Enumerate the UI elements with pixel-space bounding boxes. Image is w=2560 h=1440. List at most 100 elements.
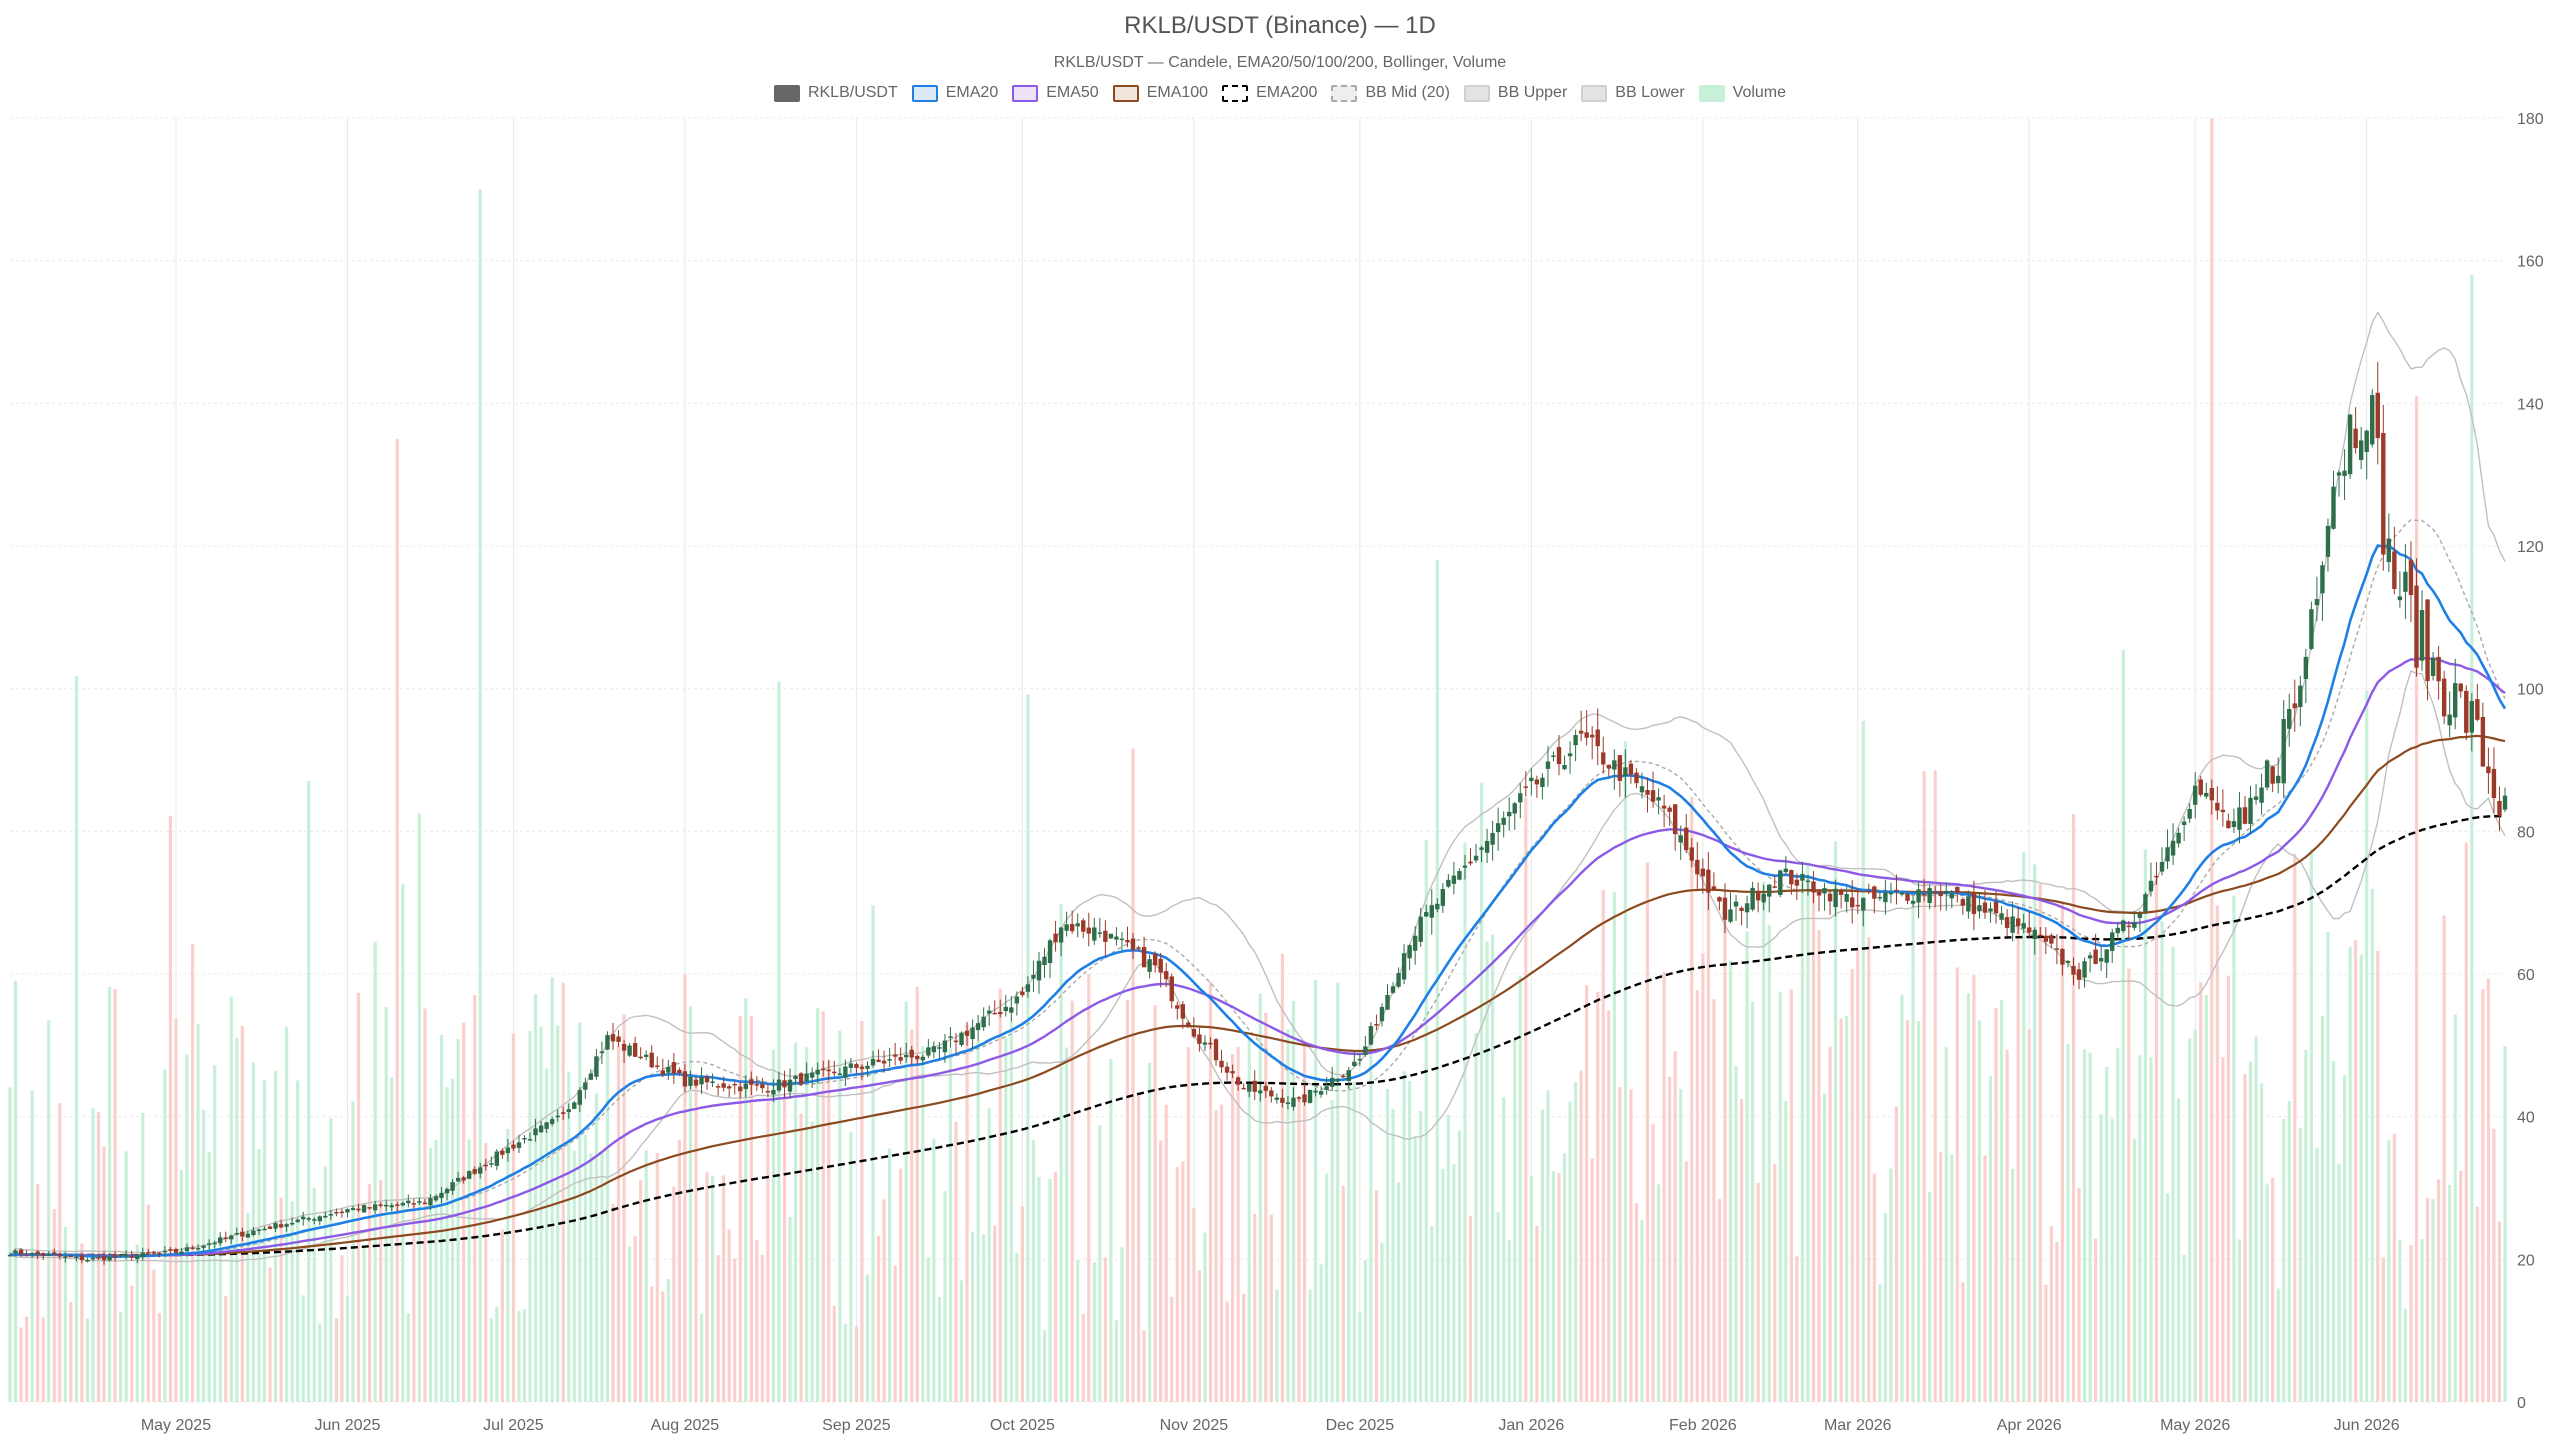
candle-body	[992, 1012, 997, 1015]
candle-body	[760, 1084, 765, 1089]
volume-bar	[2259, 1083, 2264, 1402]
volume-bar	[1894, 1106, 1899, 1402]
candle	[489, 1156, 494, 1168]
candle-body	[2275, 775, 2281, 784]
candle	[848, 1057, 854, 1073]
candle-body	[1927, 887, 1932, 903]
volume-bar	[1037, 1177, 1041, 1402]
y-tick-label: 20	[2517, 1252, 2535, 1269]
volume-bar	[1590, 1158, 1594, 1402]
volume-bar	[2110, 1118, 2114, 1402]
legend-item[interactable]: BB Upper	[1463, 84, 1567, 102]
candle	[2076, 962, 2082, 990]
candle-body	[1235, 1077, 1241, 1085]
volume-bar	[622, 1014, 626, 1402]
candle-body	[1573, 735, 1578, 746]
candle-layer	[7, 361, 2508, 1265]
candle	[1341, 1073, 1346, 1078]
candle-body	[572, 1102, 577, 1109]
volume-bar	[1723, 901, 1727, 1402]
candle-body	[1047, 940, 1053, 964]
candle-body	[1595, 729, 1600, 747]
legend-item[interactable]: EMA50	[1012, 84, 1099, 102]
volume-bar	[2071, 813, 2076, 1402]
candle-body	[68, 1255, 74, 1258]
candle-body	[1457, 871, 1462, 880]
candle	[1009, 995, 1014, 1022]
volume-bar	[2354, 940, 2358, 1402]
volume-bar	[683, 974, 687, 1402]
candle-body	[2226, 820, 2231, 829]
candle-body	[1451, 875, 1457, 884]
candle-body	[1014, 996, 1020, 1004]
candle	[1263, 1081, 1268, 1099]
volume-bar	[80, 1243, 84, 1402]
candle	[616, 1030, 621, 1047]
volume-bar	[2331, 1061, 2336, 1402]
candle	[2087, 952, 2093, 973]
volume-bar	[2287, 1100, 2291, 1402]
candle-body	[2469, 701, 2475, 733]
candle-body	[1418, 916, 1423, 942]
volume-bar	[1380, 1242, 1384, 1402]
legend-item[interactable]: EMA200	[1222, 84, 1317, 102]
volume-bar	[2420, 1238, 2424, 1402]
volume-bar	[976, 1041, 980, 1402]
candle	[1988, 902, 1993, 923]
candle-body	[240, 1231, 245, 1237]
candle-body	[1540, 777, 1545, 787]
legend-item[interactable]: EMA20	[911, 84, 998, 102]
candle-body	[898, 1057, 903, 1061]
volume-bar	[766, 1101, 770, 1402]
candle	[90, 1253, 96, 1262]
candle	[1097, 917, 1103, 938]
candle-body	[1650, 790, 1656, 802]
candle-body	[754, 1084, 760, 1086]
candle	[1628, 759, 1634, 784]
volume-bar	[1811, 883, 1816, 1402]
legend-label: EMA50	[1046, 84, 1099, 101]
candle-body	[151, 1252, 157, 1254]
candle-body	[666, 1066, 671, 1073]
candle	[1197, 1027, 1202, 1052]
candle-body	[1114, 936, 1119, 940]
y-tick-label: 100	[2517, 682, 2544, 699]
volume-bar	[202, 1109, 206, 1402]
candle-body	[887, 1059, 892, 1061]
candle	[2237, 792, 2242, 844]
candle-body	[2021, 923, 2026, 929]
legend-item[interactable]: Volume	[1698, 84, 1786, 102]
legend-item[interactable]: RKLB/USDT	[773, 84, 898, 102]
candle	[1418, 907, 1423, 947]
candle-body	[284, 1224, 289, 1227]
candle-body	[1186, 1022, 1191, 1028]
volume-bar	[1048, 1179, 1052, 1402]
volume-bar	[2442, 915, 2446, 1402]
candle	[107, 1253, 112, 1262]
candle	[2430, 652, 2436, 681]
candle	[1778, 869, 1783, 898]
candle-body	[1960, 899, 1966, 906]
candle-body	[1374, 1024, 1379, 1026]
volume-bar	[2365, 690, 2369, 1402]
candle-body	[1064, 924, 1069, 931]
candle-body	[1523, 786, 1529, 788]
candle	[2004, 909, 2010, 937]
candle	[1816, 889, 1822, 912]
candle	[1612, 749, 1617, 790]
volume-bar	[926, 1257, 930, 1402]
volume-bar	[611, 1204, 615, 1402]
volume-bar	[207, 1151, 211, 1402]
volume-bar	[52, 1209, 56, 1402]
candle-body	[1263, 1085, 1268, 1091]
volume-bar	[1313, 979, 1318, 1402]
volume-bar	[1712, 999, 1716, 1402]
volume-bar	[1872, 1173, 1876, 1402]
legend-item[interactable]: BB Lower	[1581, 84, 1685, 102]
candle	[815, 1062, 820, 1084]
candle-body	[1717, 897, 1722, 902]
legend-item[interactable]: EMA100	[1112, 84, 1208, 102]
volume-bar	[982, 1234, 986, 1402]
legend-item[interactable]: BB Mid (20)	[1331, 84, 1450, 102]
candle-body	[1407, 945, 1412, 959]
